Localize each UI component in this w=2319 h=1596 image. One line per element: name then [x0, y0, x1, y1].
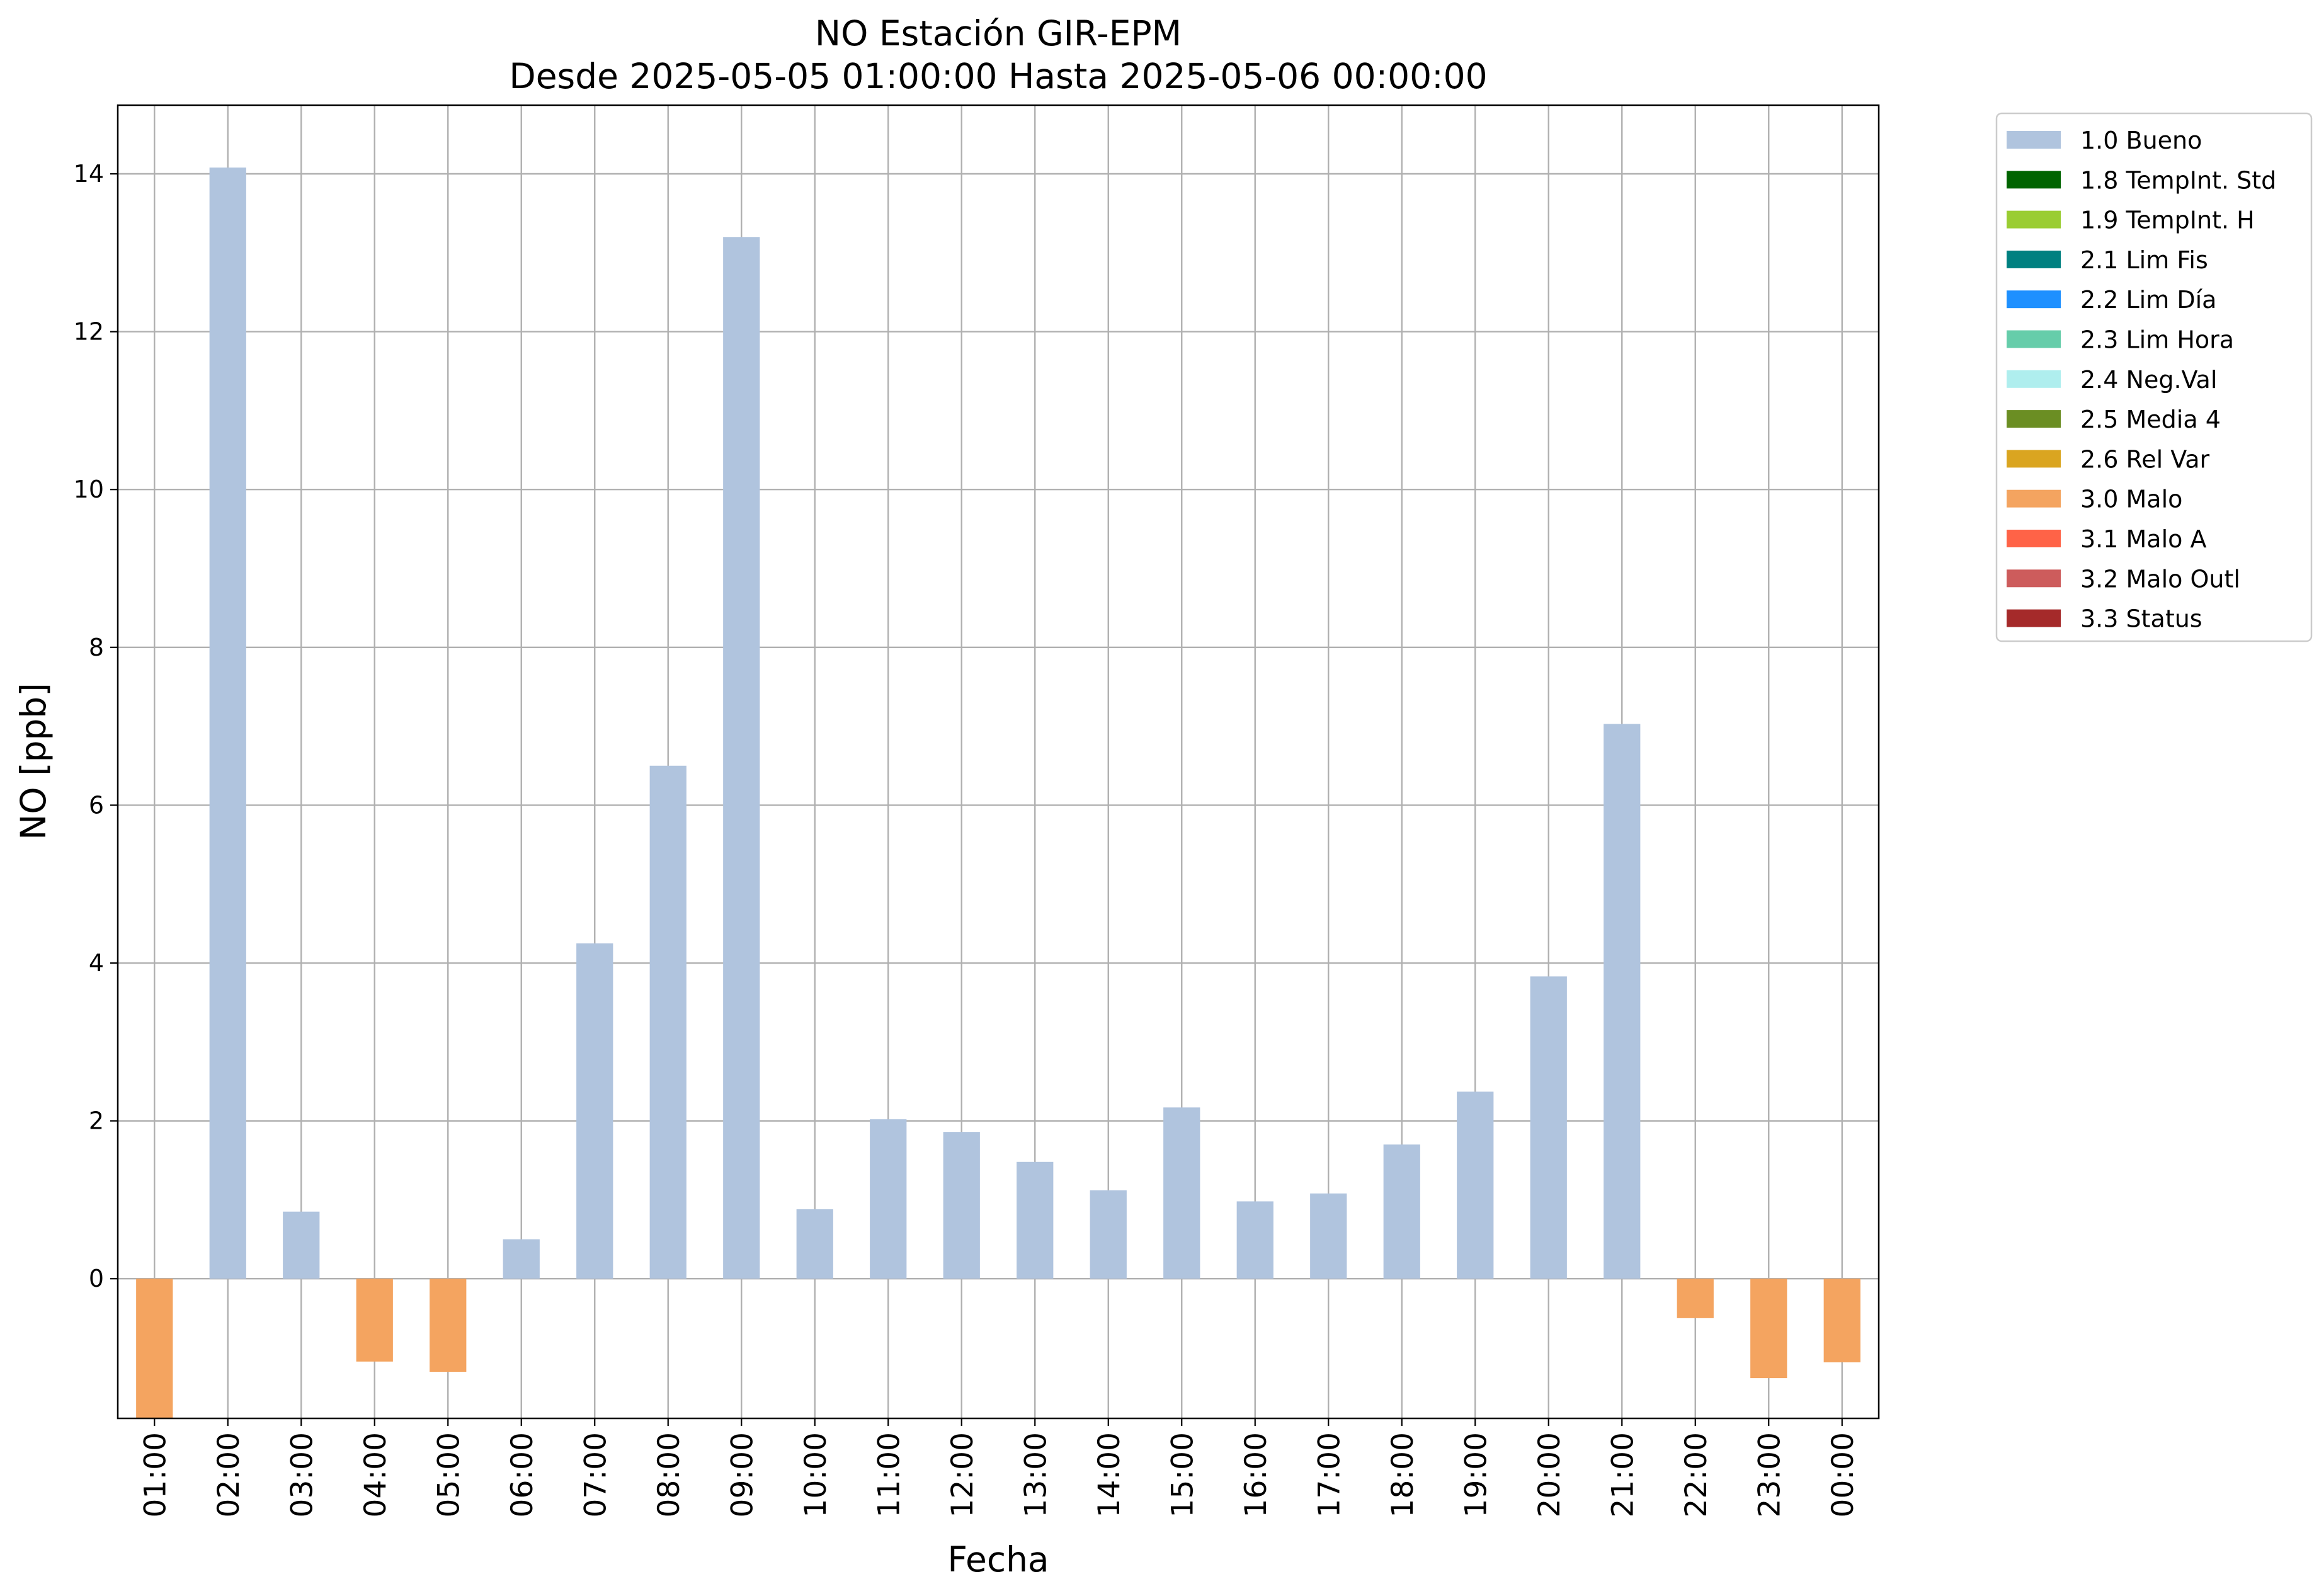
- bar-20:00: [1530, 976, 1567, 1279]
- legend-label: 2.6 Rel Var: [2080, 445, 2210, 473]
- y-tick-label: 10: [74, 476, 104, 503]
- legend-box: [1995, 112, 2313, 642]
- legend-swatch: [2007, 609, 2061, 627]
- bar-05:00: [430, 1279, 467, 1372]
- x-tick-label: 09:00: [725, 1432, 760, 1517]
- legend-label: 1.8 TempInt. Std: [2080, 166, 2276, 194]
- legend-swatch: [2007, 171, 2061, 189]
- legend-label: 2.3 Lim Hora: [2080, 326, 2234, 354]
- x-tick-label: 13:00: [1018, 1432, 1053, 1517]
- x-tick-label: 20:00: [1532, 1432, 1567, 1517]
- y-tick-label: 14: [74, 160, 104, 188]
- legend-swatch: [2007, 330, 2061, 348]
- y-tick-label: 2: [89, 1107, 104, 1135]
- legend-label: 2.2 Lim Día: [2080, 286, 2216, 314]
- y-axis-label: NO [ppb]: [13, 683, 54, 840]
- bar-18:00: [1383, 1144, 1420, 1279]
- x-tick-label: 00:00: [1826, 1432, 1860, 1517]
- chart-title: NO Estación GIR-EPM: [815, 13, 1182, 54]
- legend-swatch: [2007, 489, 2061, 508]
- x-tick-label: 21:00: [1605, 1432, 1640, 1517]
- bar-19:00: [1457, 1092, 1494, 1279]
- bar-11:00: [870, 1119, 907, 1279]
- bar-01:00: [136, 1279, 173, 1418]
- x-tick-label: 04:00: [358, 1432, 393, 1517]
- x-tick-label: 07:00: [578, 1432, 613, 1517]
- legend-swatch: [2007, 370, 2061, 388]
- bar-09:00: [723, 237, 760, 1279]
- legend-swatch: [2007, 250, 2061, 268]
- legend-label: 1.9 TempInt. H: [2080, 207, 2255, 234]
- bar-08:00: [649, 765, 687, 1279]
- bar-14:00: [1090, 1190, 1127, 1279]
- bar-04:00: [356, 1279, 393, 1362]
- legend-label: 2.4 Neg.Val: [2080, 366, 2217, 394]
- legend-swatch: [2007, 530, 2061, 547]
- x-axis: 01:00 02:00 03:00 04:00 05:00 06:00 07:00 08:00…: [138, 1418, 1860, 1517]
- legend-swatch: [2007, 450, 2061, 468]
- legend-swatch: [2007, 569, 2061, 588]
- x-tick-label: 10:00: [799, 1432, 833, 1517]
- x-tick-label: 15:00: [1165, 1432, 1200, 1517]
- x-axis-label: Fecha: [947, 1539, 1049, 1580]
- x-tick-label: 17:00: [1312, 1432, 1347, 1517]
- legend-label: 3.0 Malo: [2080, 486, 2182, 513]
- legend: 1.0 Bueno 1.8 TempInt. Std 1.9 TempInt. H 2…: [1995, 112, 2313, 642]
- chart-subtitle: Desde 2025-05-05 01:00:00 Hasta 2025-05-…: [509, 56, 1487, 96]
- bar-02:00: [209, 167, 246, 1279]
- y-axis: 0 2 4 6 8 10 12 14: [74, 160, 118, 1292]
- y-tick-label: 4: [89, 949, 104, 977]
- x-tick-label: 08:00: [652, 1432, 687, 1517]
- x-tick-label: 23:00: [1752, 1432, 1787, 1517]
- x-tick-label: 11:00: [872, 1432, 906, 1517]
- x-tick-label: 16:00: [1239, 1432, 1273, 1517]
- x-tick-label: 06:00: [505, 1432, 540, 1517]
- legend-label: 3.3 Status: [2080, 605, 2202, 633]
- legend-swatch: [2007, 131, 2061, 149]
- legend-swatch: [2007, 210, 2061, 229]
- y-tick-label: 6: [89, 791, 104, 819]
- bar-10:00: [796, 1209, 833, 1279]
- x-tick-label: 03:00: [285, 1432, 319, 1517]
- bar-07:00: [576, 943, 613, 1279]
- bar-15:00: [1163, 1107, 1200, 1279]
- bar-16:00: [1236, 1201, 1273, 1279]
- legend-label: 2.5 Media 4: [2080, 406, 2221, 433]
- legend-swatch: [2007, 290, 2061, 309]
- bar-12:00: [943, 1132, 980, 1279]
- x-tick-label: 18:00: [1386, 1432, 1420, 1517]
- bars: [136, 167, 1860, 1418]
- legend-label: 3.1 Malo A: [2080, 525, 2206, 553]
- bar-21:00: [1604, 724, 1641, 1279]
- bar-17:00: [1310, 1193, 1347, 1279]
- x-tick-label: 05:00: [431, 1432, 466, 1517]
- bar-13:00: [1017, 1161, 1054, 1279]
- legend-label: 2.1 Lim Fis: [2080, 246, 2208, 274]
- x-tick-label: 19:00: [1459, 1432, 1493, 1517]
- y-tick-label: 8: [89, 634, 104, 661]
- bar-06:00: [503, 1239, 540, 1279]
- y-tick-label: 12: [74, 318, 104, 346]
- x-tick-label: 01:00: [138, 1432, 173, 1517]
- x-tick-label: 22:00: [1679, 1432, 1714, 1517]
- x-tick-label: 02:00: [212, 1432, 246, 1517]
- bar-03:00: [283, 1211, 320, 1279]
- y-tick-label: 0: [89, 1265, 104, 1292]
- plot-frame: [117, 104, 1880, 1420]
- legend-label: 3.2 Malo Outl: [2080, 565, 2240, 593]
- legend-label: 1.0 Bueno: [2080, 127, 2202, 154]
- legend-swatch: [2007, 410, 2061, 428]
- bar-23:00: [1750, 1279, 1787, 1379]
- bar-00:00: [1823, 1279, 1860, 1363]
- x-tick-label: 14:00: [1092, 1432, 1127, 1517]
- x-tick-label: 12:00: [945, 1432, 980, 1517]
- bar-22:00: [1677, 1279, 1714, 1318]
